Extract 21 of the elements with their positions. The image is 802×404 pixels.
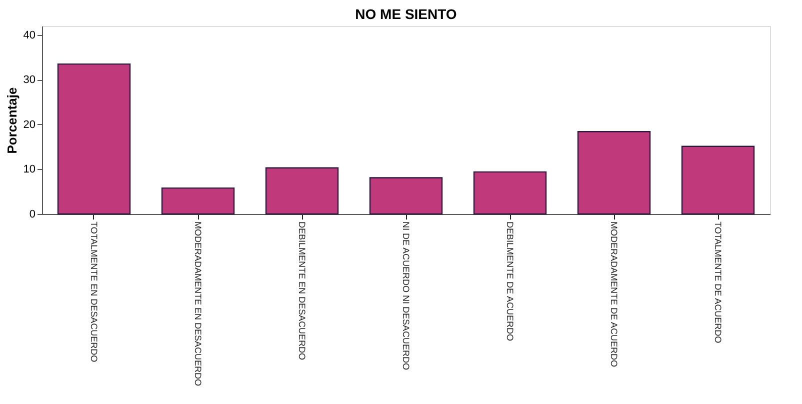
x-tick-label: DEBILMENTE DE ACUERDO [505,222,515,342]
bar [369,177,443,215]
y-tick-label: 20 [23,118,36,131]
y-tick-label: 30 [23,74,36,86]
bar [473,171,547,215]
y-tick-label: 40 [23,29,36,42]
bar [681,146,755,215]
y-tick-label: 10 [23,164,36,176]
chart-title: NO ME SIENTO [355,6,457,22]
bar [161,187,235,215]
x-tick-label: NI DE ACUERDO NI DESACUERDO [401,222,411,370]
x-tick-label: MODERADAMENTE DE ACUERDO [609,222,619,368]
x-tick-label: TOTALMENTE DE ACUERDO [713,222,723,344]
x-tick-label: DEBILMENTE EN DESACUERDO [297,222,307,360]
x-tick-label: TOTALMENTE EN DESACUERDO [89,222,99,362]
bar [577,131,651,215]
bar [265,167,339,215]
x-tick-label: MODERADAMENTE EN DESACUERDO [193,222,203,386]
y-axis-title: Porcentaje [4,87,20,154]
y-tick-label: 0 [29,208,36,220]
bar [57,63,131,215]
